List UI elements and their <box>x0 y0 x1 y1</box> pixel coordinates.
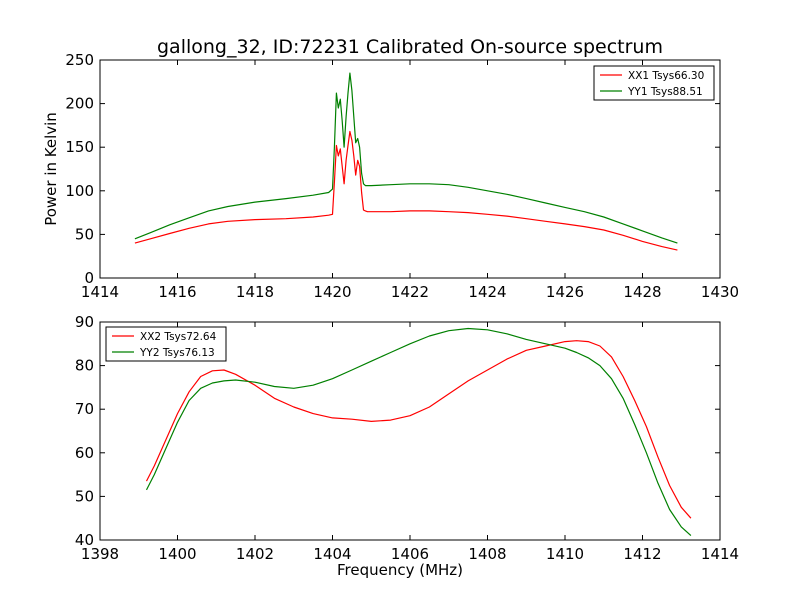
bottom-spectrum-xtick-label: 1410 <box>546 545 584 563</box>
top-spectrum-xtick-label: 1430 <box>701 283 739 301</box>
top-spectrum-legend-label: YY1 Tsys88.51 <box>627 86 703 98</box>
top-spectrum-xtick-label: 1414 <box>81 283 119 301</box>
bottom-spectrum-xtick-label: 1406 <box>391 545 429 563</box>
bottom-spectrum-ytick-label: 70 <box>75 400 94 418</box>
top-spectrum-xtick-label: 1418 <box>236 283 274 301</box>
figure-title: gallong_32, ID:72231 Calibrated On-sourc… <box>157 36 663 58</box>
top-spectrum-ticks: 1414 1416 1418 1420 1422 1424 1426 1428 1430 0 50 1… <box>65 51 739 301</box>
bottom-spectrum-xtick-label: 1412 <box>623 545 661 563</box>
top-spectrum-legend: XX1 Tsys66.30 YY1 Tsys88.51 <box>593 65 715 101</box>
top-spectrum-series-line-1 <box>134 130 678 251</box>
top-spectrum-xtick-label: 1420 <box>313 283 351 301</box>
bottom-spectrum-xtick-label: 1414 <box>701 545 739 563</box>
bottom-spectrum-axes: 1398 1400 1402 1404 1406 1408 1410 1412 1414 40 50… <box>75 313 739 579</box>
top-spectrum-series-line-2 <box>134 72 678 244</box>
top-spectrum-axes: 1414 1416 1418 1420 1422 1424 1426 1428 1430 0 50 1… <box>42 51 739 301</box>
top-spectrum-ytick-label: 150 <box>65 138 94 156</box>
top-spectrum-legend-label: XX1 Tsys66.30 <box>628 70 704 82</box>
bottom-spectrum-ytick-label: 80 <box>75 357 94 375</box>
bottom-spectrum-ytick-label: 90 <box>75 313 94 331</box>
top-spectrum-xtick-label: 1416 <box>158 283 196 301</box>
top-spectrum-ytick-label: 0 <box>84 269 94 287</box>
top-spectrum-ytick-label: 200 <box>65 95 94 113</box>
bottom-spectrum-xtick-label: 1404 <box>313 545 351 563</box>
bottom-spectrum-legend-label: XX2 Tsys72.64 <box>140 331 217 343</box>
bottom-spectrum-xtick-label: 1400 <box>158 545 196 563</box>
top-spectrum-frame <box>99 59 721 279</box>
bottom-spectrum-lines <box>145 327 692 537</box>
top-spectrum-legend-box <box>593 65 715 101</box>
top-spectrum-ytick-label: 250 <box>65 51 94 69</box>
bottom-spectrum-legend: XX2 Tsys72.64 YY2 Tsys76.13 <box>105 326 227 362</box>
top-spectrum-ytick-label: 50 <box>75 225 94 243</box>
top-spectrum-lines <box>134 72 678 251</box>
top-spectrum-xtick-label: 1424 <box>468 283 506 301</box>
bottom-spectrum-ytick-label: 60 <box>75 444 94 462</box>
bottom-spectrum-ticks: 1398 1400 1402 1404 1406 1408 1410 1412 1414 40 50… <box>75 313 739 563</box>
bottom-spectrum-xtick-label: 1402 <box>236 545 274 563</box>
top-spectrum-ytick-label: 100 <box>65 182 94 200</box>
top-spectrum-ylabel: Power in Kelvin <box>42 112 60 226</box>
top-spectrum-xtick-label: 1422 <box>391 283 429 301</box>
bottom-spectrum-legend-label: YY2 Tsys76.13 <box>139 347 215 359</box>
bottom-spectrum-xlabel: Frequency (MHz) <box>337 561 463 579</box>
bottom-spectrum-frame <box>99 321 721 541</box>
bottom-spectrum-ytick-label: 50 <box>75 487 94 505</box>
bottom-spectrum-series-line-1 <box>145 340 692 519</box>
bottom-spectrum-series-line-2 <box>145 327 692 537</box>
bottom-spectrum-xtick-label: 1408 <box>468 545 506 563</box>
bottom-spectrum-legend-box <box>105 326 227 362</box>
top-spectrum-xtick-label: 1428 <box>623 283 661 301</box>
top-spectrum-xtick-label: 1426 <box>546 283 584 301</box>
bottom-spectrum-xtick-label: 1398 <box>81 545 119 563</box>
bottom-spectrum-ytick-label: 40 <box>75 531 94 549</box>
